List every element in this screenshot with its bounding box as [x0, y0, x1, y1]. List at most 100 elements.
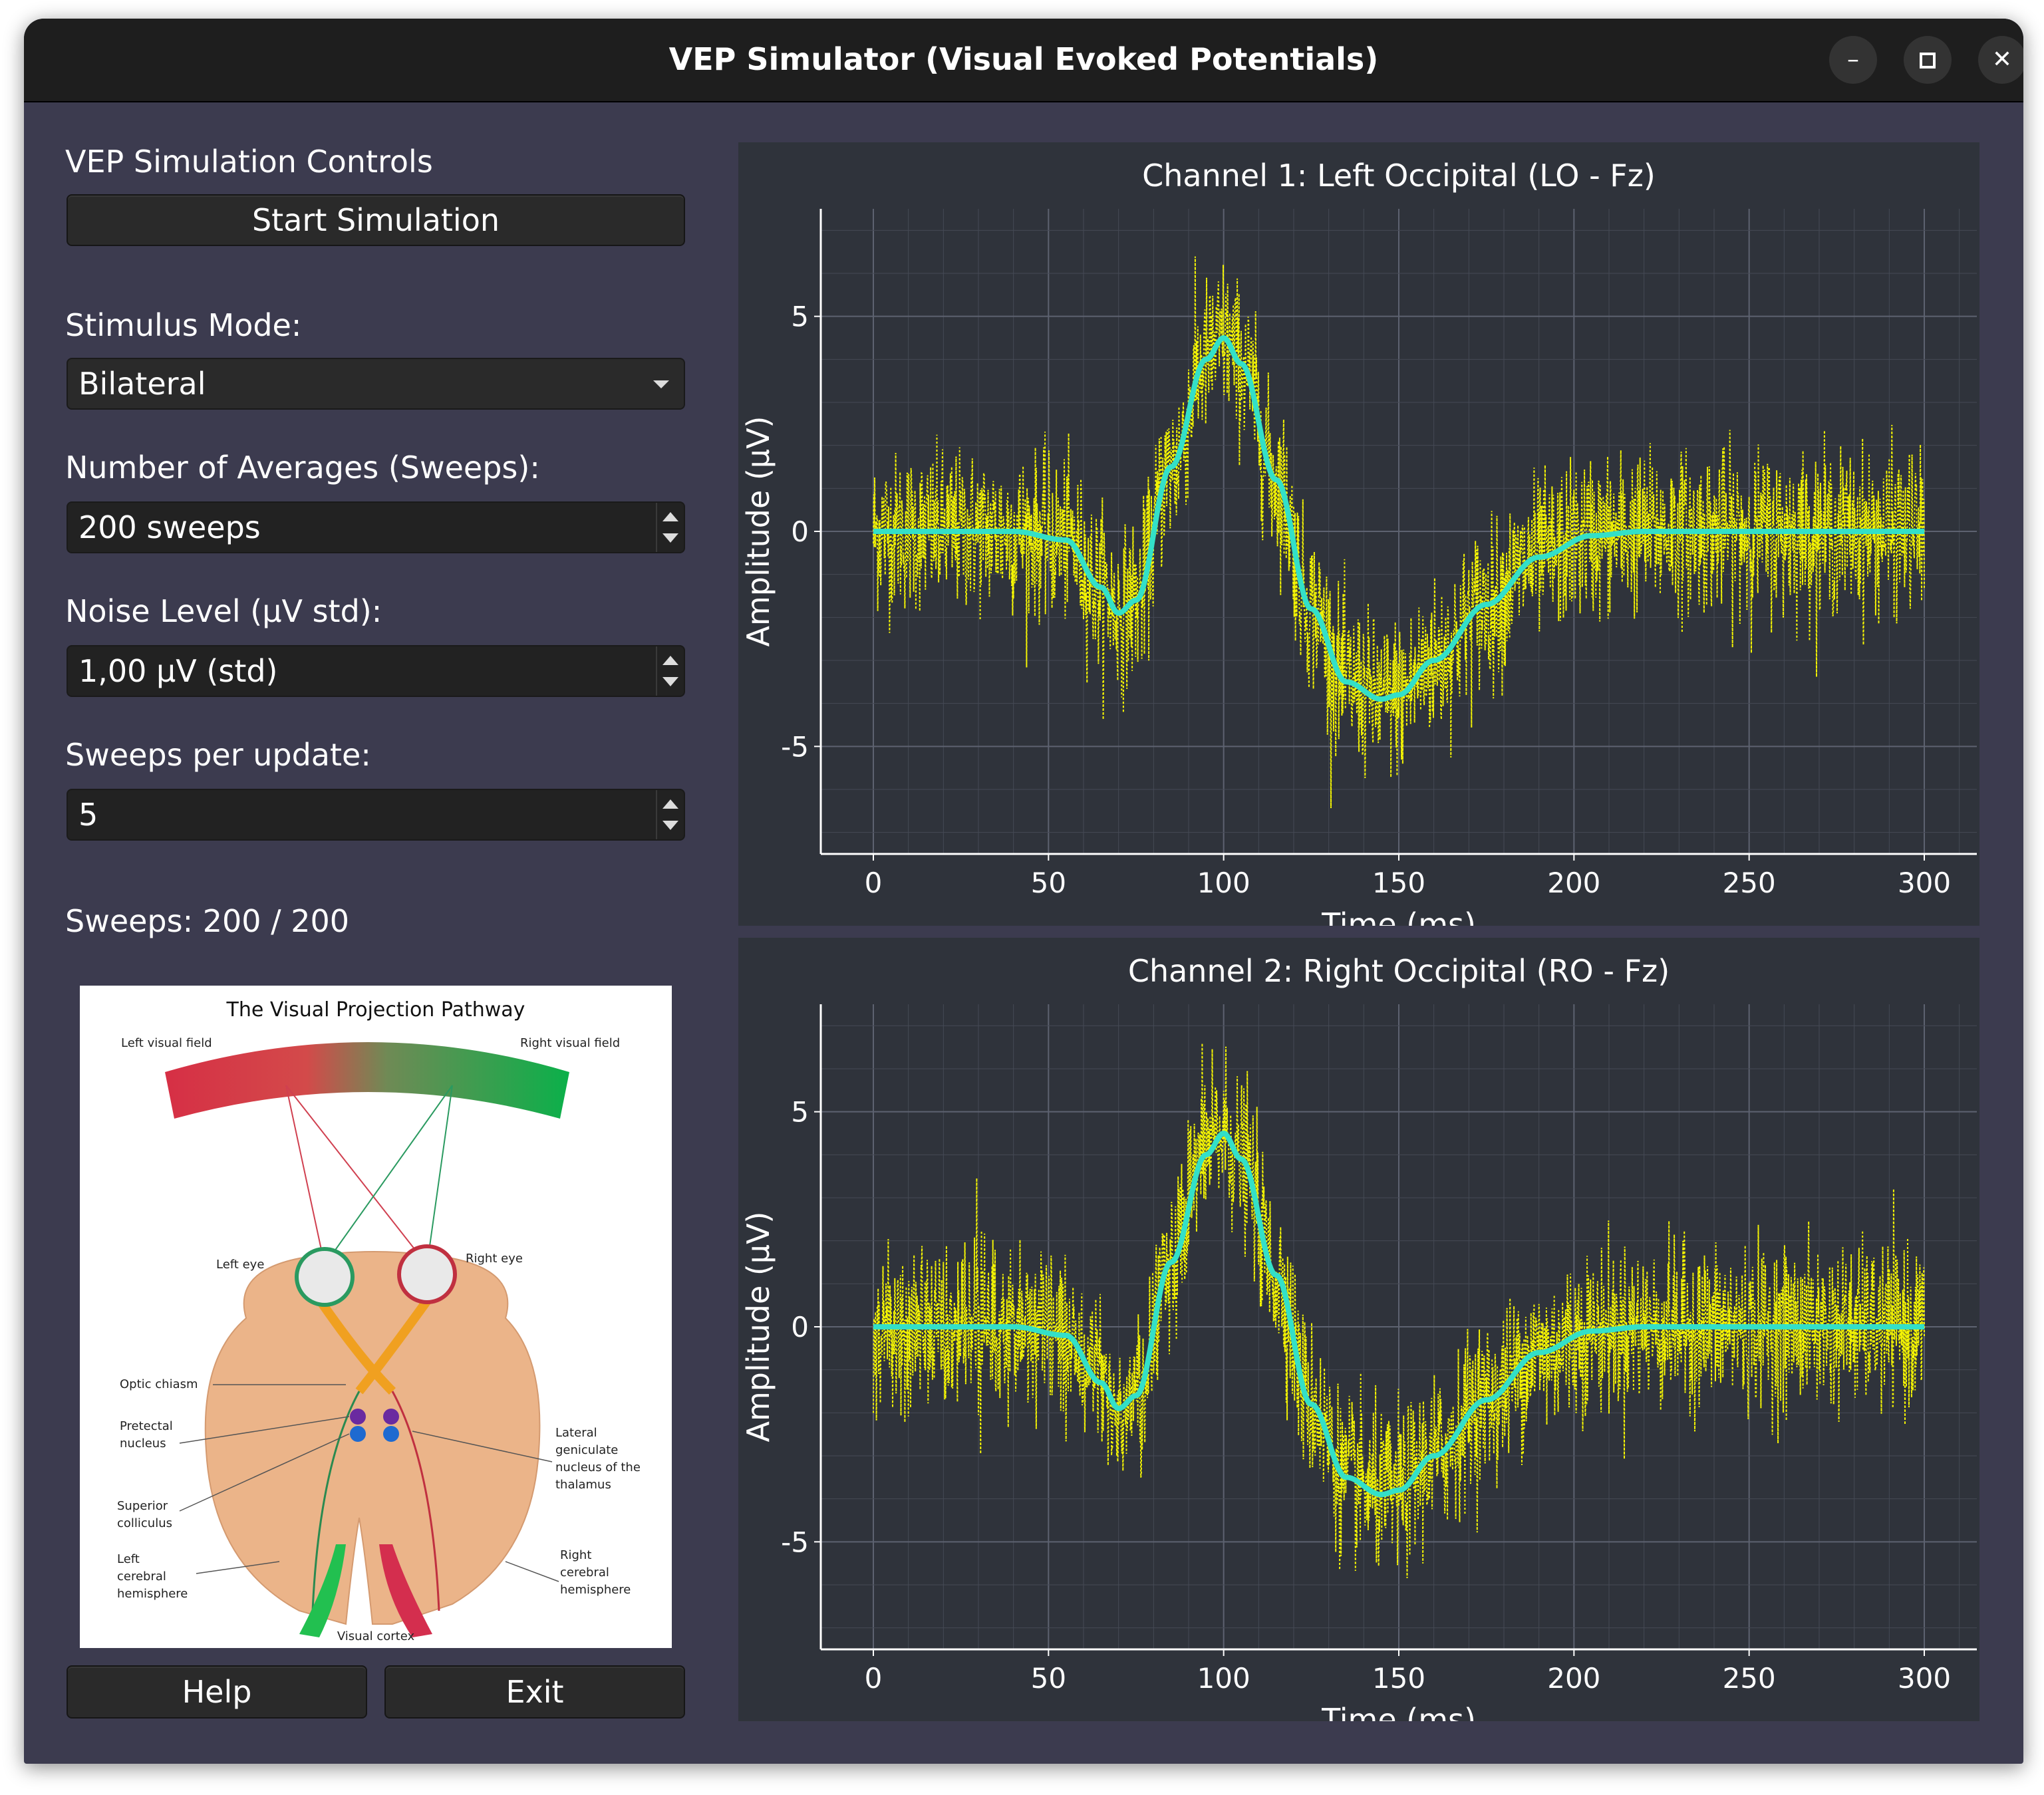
label-visual-cortex: Visual cortex: [337, 1629, 415, 1643]
sweeps-per-update-spinbox[interactable]: 5: [67, 789, 685, 841]
label-optic-chiasm: Optic chiasm: [120, 1377, 198, 1391]
noisy-sweep-trace: [873, 1043, 1925, 1579]
label-left-eye: Left eye: [216, 1258, 264, 1272]
averaged-trace: [872, 1131, 1926, 1498]
exit-button[interactable]: Exit: [384, 1665, 685, 1719]
window-title: VEP Simulator (Visual Evoked Potentials): [668, 41, 1379, 77]
x-tick-label: 250: [1723, 867, 1776, 899]
stepper-down-icon[interactable]: [662, 677, 678, 686]
pretectal-nucleus-right: [383, 1409, 399, 1425]
x-axis-label: Time (ms): [1321, 906, 1476, 926]
y-tick-label: -5: [781, 730, 809, 763]
sweeps-status: Sweeps: 200 / 200: [65, 903, 350, 939]
averages-stepper[interactable]: [656, 503, 684, 552]
optic-tract: [355, 1288, 438, 1395]
channel-1-chart[interactable]: Channel 1: Left Occipital (LO - Fz)0 50 10…: [738, 142, 1979, 942]
chevron-down-icon: [653, 380, 669, 388]
noise-stepper[interactable]: [656, 646, 684, 696]
leader-line: [179, 1416, 350, 1444]
x-tick-label: 300: [1898, 867, 1951, 899]
y-axis-label: Amplitude (µV): [740, 1212, 776, 1443]
close-button[interactable]: ✕: [1978, 36, 2023, 84]
label-lgn: geniculate: [555, 1443, 618, 1457]
start-simulation-button[interactable]: Start Simulation: [67, 194, 685, 246]
x-tick-label: 200: [1547, 867, 1600, 899]
minimize-icon: –: [1847, 46, 1859, 73]
chart-title: Channel 2: Right Occipital (RO - Fz): [1128, 953, 1670, 989]
label-left-hemisphere: Left: [117, 1552, 140, 1566]
maximize-icon: [1920, 53, 1936, 69]
label-right-hemisphere: cerebral: [560, 1566, 609, 1580]
label-left-visual-field: Left visual field: [121, 1036, 212, 1050]
label-right-hemisphere: Right: [560, 1548, 591, 1562]
maximize-button[interactable]: [1904, 36, 1952, 84]
leader-line: [505, 1561, 559, 1582]
title-bar[interactable]: VEP Simulator (Visual Evoked Potentials)…: [24, 19, 2023, 102]
leader-line: [412, 1431, 553, 1462]
y-tick-label: 0: [791, 515, 809, 548]
x-tick-label: 50: [1031, 1662, 1066, 1695]
channel-2-chart[interactable]: Channel 2: Right Occipital (RO - Fz) 0 50 1…: [738, 938, 1979, 1738]
x-tick-label: 50: [1031, 867, 1066, 899]
x-tick-label: 150: [1372, 1662, 1425, 1695]
stepper-up-icon[interactable]: [662, 656, 678, 665]
leader-line: [196, 1561, 280, 1574]
optic-tract: [310, 1289, 396, 1395]
y-tick-label: -5: [781, 1526, 809, 1558]
averages-value: 200 sweeps: [78, 509, 261, 545]
x-tick-label: 200: [1547, 1662, 1600, 1695]
pretectal-nucleus-left: [350, 1409, 366, 1425]
y-tick-label: 5: [791, 1096, 809, 1129]
stimulus-mode-value: Bilateral: [78, 366, 206, 402]
sweeps-stepper[interactable]: [656, 790, 684, 839]
sweeps-per-update-value: 5: [78, 797, 98, 833]
leader-line: [179, 1433, 350, 1512]
channel-2-plot[interactable]: Channel 2: Right Occipital (RO - Fz) 0 50 1…: [738, 938, 1979, 1738]
radiation-path: [391, 1391, 440, 1611]
chart-title: Channel 1: Left Occipital (LO - Fz): [1142, 158, 1656, 194]
averaged-trace: [872, 335, 1926, 702]
label-superior-colliculus: colliculus: [117, 1516, 172, 1530]
sweeps-per-update-label: Sweeps per update:: [65, 737, 371, 773]
stepper-up-icon[interactable]: [662, 799, 678, 809]
x-axis-label: Time (ms): [1321, 1702, 1476, 1721]
ray: [285, 1085, 325, 1266]
help-button[interactable]: Help: [67, 1665, 367, 1719]
averages-spinbox[interactable]: 200 sweeps: [67, 501, 685, 553]
label-lgn: nucleus of the: [555, 1460, 641, 1474]
ray: [324, 1085, 453, 1266]
stepper-down-icon[interactable]: [662, 533, 678, 543]
superior-colliculus-left: [350, 1426, 366, 1442]
controls-heading: VEP Simulation Controls: [65, 144, 433, 180]
stepper-up-icon[interactable]: [662, 512, 678, 521]
channel-1-plot[interactable]: Channel 1: Left Occipital (LO - Fz) 0 50 10…: [738, 142, 1979, 942]
brain-shape: [204, 1251, 541, 1625]
label-right-visual-field: Right visual field: [520, 1036, 620, 1050]
noise-level-spinbox[interactable]: 1,00 µV (std): [67, 645, 685, 697]
label-left-hemisphere: hemisphere: [117, 1587, 188, 1601]
superior-colliculus-right: [383, 1426, 399, 1442]
diagram-title: The Visual Projection Pathway: [226, 998, 525, 1022]
label-right-hemisphere: hemisphere: [560, 1583, 631, 1597]
x-tick-label: 100: [1197, 867, 1250, 899]
stepper-down-icon[interactable]: [662, 821, 678, 830]
right-eye: [397, 1244, 457, 1304]
x-tick-label: 150: [1372, 867, 1425, 899]
noise-level-label: Noise Level (µV std):: [65, 593, 382, 629]
label-left-hemisphere: cerebral: [117, 1570, 166, 1584]
radiation-path: [311, 1391, 361, 1611]
y-tick-label: 5: [791, 301, 809, 333]
visual-cortex-left: [299, 1544, 346, 1637]
averages-label: Number of Averages (Sweeps):: [65, 450, 540, 485]
noise-level-value: 1,00 µV (std): [78, 653, 278, 689]
stimulus-mode-select[interactable]: Bilateral: [67, 358, 685, 410]
label-right-eye: Right eye: [466, 1252, 523, 1266]
x-tick-label: 0: [865, 867, 883, 899]
x-tick-label: 100: [1197, 1662, 1250, 1695]
label-pretectal: Pretectal: [120, 1419, 173, 1433]
x-tick-label: 0: [865, 1662, 883, 1695]
minimize-button[interactable]: –: [1829, 36, 1877, 84]
visual-pathway-diagram: The Visual Projection Pathway Left visua…: [80, 986, 672, 1648]
label-lgn: thalamus: [555, 1478, 611, 1492]
label-superior-colliculus: Superior: [117, 1499, 168, 1513]
